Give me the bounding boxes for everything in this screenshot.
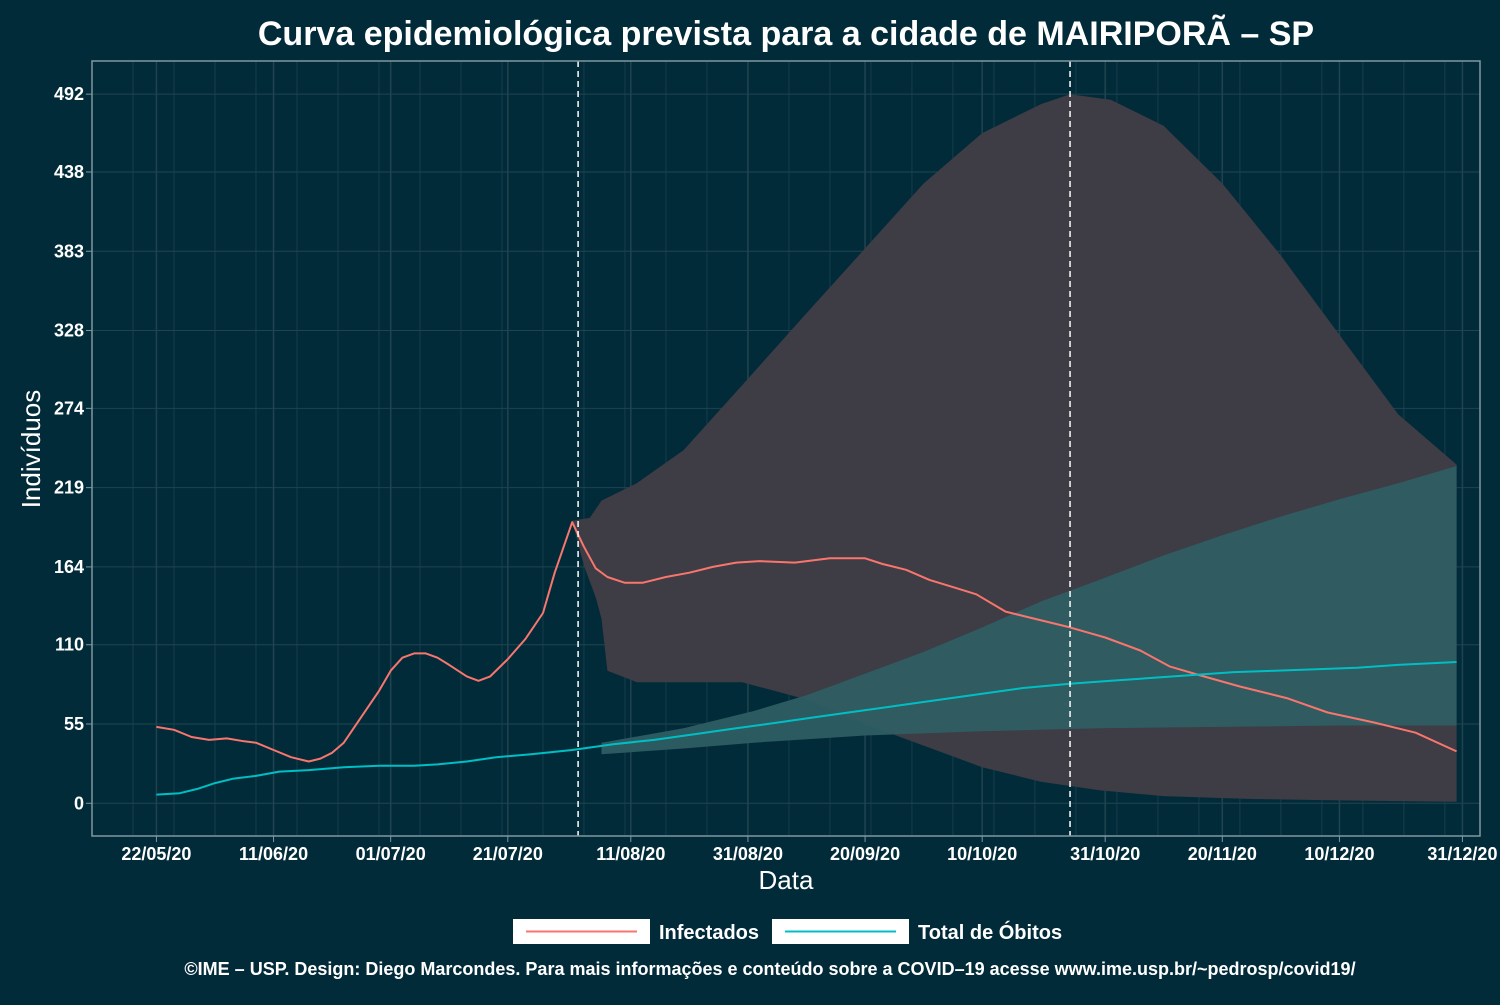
- x-tick-label: 31/12/20: [1427, 844, 1497, 864]
- x-tick-label: 31/10/20: [1070, 844, 1140, 864]
- confidence-band-obitos: [601, 466, 1457, 755]
- legend-label-obitos: Total de Óbitos: [918, 920, 1062, 944]
- x-tick-label: 11/08/20: [596, 844, 665, 864]
- y-tick-label: 110: [55, 635, 84, 655]
- y-tick-label: 164: [54, 557, 84, 577]
- y-tick-label: 0: [74, 793, 84, 813]
- vertical-markers: [577, 61, 1071, 836]
- x-tick-label: 11/06/20: [239, 844, 308, 864]
- y-tick-label: 438: [54, 162, 84, 182]
- y-tick-label: 492: [54, 84, 84, 104]
- y-tick-label: 219: [54, 478, 84, 498]
- chart-title: Curva epidemiológica prevista para a cid…: [258, 15, 1314, 53]
- x-tick-label: 20/11/20: [1188, 844, 1257, 864]
- x-axis-title: Data: [759, 865, 814, 895]
- legend: Infectados Total de Óbitos: [513, 919, 1062, 944]
- footer-credits: ©IME – USP. Design: Diego Marcondes. Par…: [184, 959, 1355, 979]
- y-tick-label: 55: [64, 714, 84, 734]
- y-axis-title: Indivíduos: [16, 390, 46, 509]
- x-tick-label: 10/12/20: [1304, 844, 1374, 864]
- x-axis-ticks: 22/05/20 11/06/20 01/07/20 21/07/20 11/08/20…: [121, 836, 1497, 864]
- y-tick-label: 328: [54, 321, 84, 341]
- y-axis-ticks: 0 55 110 164 219 274 328 383 438 492: [54, 84, 92, 813]
- x-tick-label: 01/07/20: [356, 844, 426, 864]
- y-tick-label: 383: [54, 241, 84, 261]
- x-tick-label: 10/10/20: [947, 844, 1017, 864]
- confidence-bands: [572, 94, 1457, 802]
- series-lines: [156, 521, 1458, 796]
- x-tick-label: 20/09/20: [830, 844, 900, 864]
- series-line-infectados: [156, 521, 1458, 763]
- legend-label-infectados: Infectados: [659, 922, 759, 944]
- y-tick-label: 274: [54, 398, 84, 418]
- x-tick-label: 22/05/20: [121, 844, 191, 864]
- x-tick-label: 21/07/20: [473, 844, 543, 864]
- plot-panel-border: [91, 60, 1481, 837]
- series-line-obitos: [156, 661, 1457, 796]
- x-tick-label: 31/08/20: [713, 844, 783, 864]
